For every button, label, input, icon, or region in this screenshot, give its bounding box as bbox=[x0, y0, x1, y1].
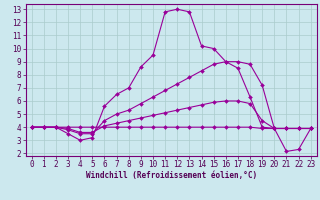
X-axis label: Windchill (Refroidissement éolien,°C): Windchill (Refroidissement éolien,°C) bbox=[86, 171, 257, 180]
